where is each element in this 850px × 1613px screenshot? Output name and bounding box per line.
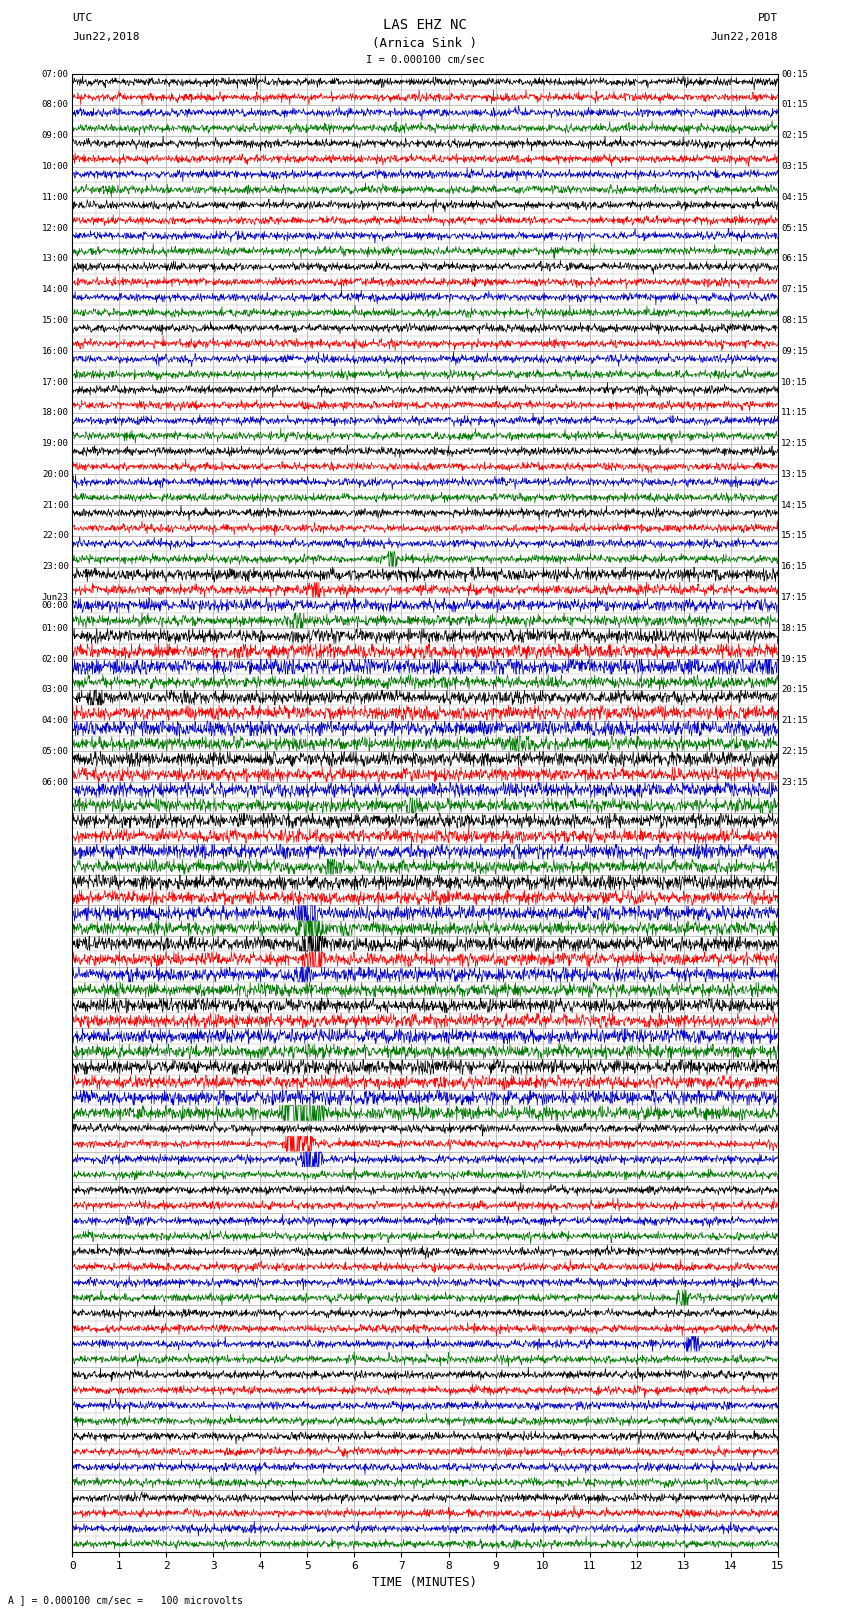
Text: 17:15: 17:15 [781, 594, 808, 602]
Text: I = 0.000100 cm/sec: I = 0.000100 cm/sec [366, 55, 484, 65]
Text: 23:15: 23:15 [781, 777, 808, 787]
Text: 21:15: 21:15 [781, 716, 808, 726]
Text: 09:00: 09:00 [42, 131, 69, 140]
Text: 08:00: 08:00 [42, 100, 69, 110]
Text: Jun22,2018: Jun22,2018 [72, 32, 139, 42]
Text: 15:00: 15:00 [42, 316, 69, 324]
Text: 01:15: 01:15 [781, 100, 808, 110]
Text: 14:00: 14:00 [42, 286, 69, 294]
Text: 22:15: 22:15 [781, 747, 808, 756]
Text: 13:15: 13:15 [781, 469, 808, 479]
Text: 20:15: 20:15 [781, 686, 808, 694]
Text: 04:15: 04:15 [781, 194, 808, 202]
Text: 03:00: 03:00 [42, 686, 69, 694]
Text: 08:15: 08:15 [781, 316, 808, 324]
Text: 16:00: 16:00 [42, 347, 69, 356]
Text: 00:15: 00:15 [781, 69, 808, 79]
Text: 07:15: 07:15 [781, 286, 808, 294]
Text: 12:00: 12:00 [42, 224, 69, 232]
Text: Jun22,2018: Jun22,2018 [711, 32, 778, 42]
Text: 22:00: 22:00 [42, 531, 69, 540]
Text: 02:15: 02:15 [781, 131, 808, 140]
Text: (Arnica Sink ): (Arnica Sink ) [372, 37, 478, 50]
Text: 05:00: 05:00 [42, 747, 69, 756]
Text: 23:00: 23:00 [42, 563, 69, 571]
Text: 10:15: 10:15 [781, 377, 808, 387]
Text: 03:15: 03:15 [781, 161, 808, 171]
Text: 18:00: 18:00 [42, 408, 69, 418]
Text: 01:00: 01:00 [42, 624, 69, 632]
Text: 02:00: 02:00 [42, 655, 69, 663]
Text: 10:00: 10:00 [42, 161, 69, 171]
Text: 21:00: 21:00 [42, 500, 69, 510]
Text: LAS EHZ NC: LAS EHZ NC [383, 18, 467, 32]
Text: 15:15: 15:15 [781, 531, 808, 540]
Text: PDT: PDT [757, 13, 778, 23]
X-axis label: TIME (MINUTES): TIME (MINUTES) [372, 1576, 478, 1589]
Text: 05:15: 05:15 [781, 224, 808, 232]
Text: 11:00: 11:00 [42, 194, 69, 202]
Text: 17:00: 17:00 [42, 377, 69, 387]
Text: 18:15: 18:15 [781, 624, 808, 632]
Text: 14:15: 14:15 [781, 500, 808, 510]
Text: 06:15: 06:15 [781, 255, 808, 263]
Text: 11:15: 11:15 [781, 408, 808, 418]
Text: 16:15: 16:15 [781, 563, 808, 571]
Text: 19:00: 19:00 [42, 439, 69, 448]
Text: 09:15: 09:15 [781, 347, 808, 356]
Text: 20:00: 20:00 [42, 469, 69, 479]
Text: Jun23: Jun23 [42, 594, 69, 602]
Text: UTC: UTC [72, 13, 93, 23]
Text: A ] = 0.000100 cm/sec =   100 microvolts: A ] = 0.000100 cm/sec = 100 microvolts [8, 1595, 243, 1605]
Text: 13:00: 13:00 [42, 255, 69, 263]
Text: 06:00: 06:00 [42, 777, 69, 787]
Text: 00:00: 00:00 [42, 600, 69, 610]
Text: 07:00: 07:00 [42, 69, 69, 79]
Text: 12:15: 12:15 [781, 439, 808, 448]
Text: 04:00: 04:00 [42, 716, 69, 726]
Text: 19:15: 19:15 [781, 655, 808, 663]
